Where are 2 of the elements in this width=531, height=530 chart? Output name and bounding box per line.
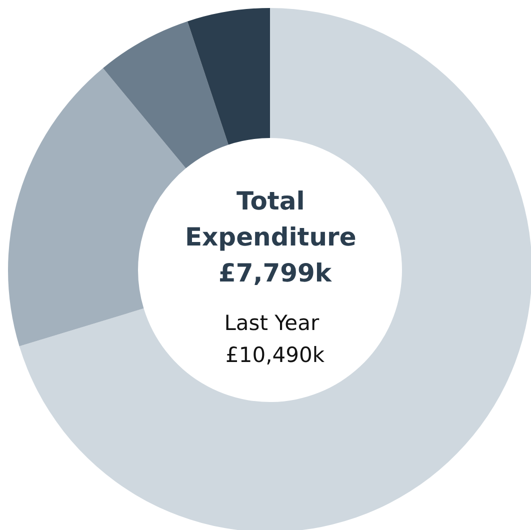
text: Total Expenditure £7,799k (184, 186, 366, 288)
text: Last Year £10,490k (224, 311, 326, 367)
